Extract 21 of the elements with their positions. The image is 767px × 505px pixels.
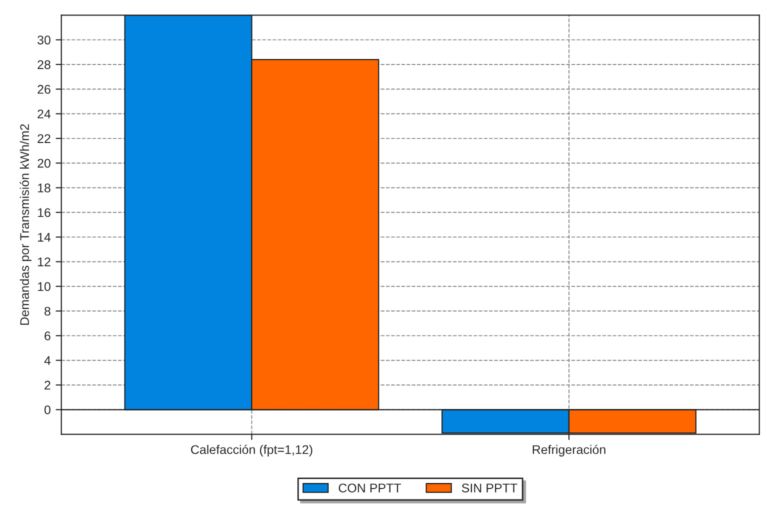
y-tick-label: 8 (44, 306, 50, 316)
y-tick-label: 0 (44, 405, 50, 414)
y-tick-label: 24 (38, 110, 51, 118)
y-tick-label: 16 (38, 208, 50, 218)
y-tick-label: 10 (38, 282, 50, 292)
y-tick-label: 4 (44, 356, 51, 365)
y-tick-label: 20 (38, 158, 50, 168)
legend-label: CON PPTT (338, 484, 402, 492)
y-tick-label: 6 (44, 331, 50, 340)
x-tick-label: Calefacción (fpt=1,12) (191, 444, 312, 457)
y-tick-label: 30 (38, 36, 50, 44)
y-tick-label: 22 (38, 134, 50, 143)
y-tick-label: 12 (38, 258, 50, 266)
y-tick-label: 26 (38, 84, 50, 94)
y-tick-label: 2 (44, 380, 50, 390)
y-axis-title: Demandas por Transmisión kWh/m2 (20, 124, 32, 325)
legend-label: SIN PPTT (462, 484, 518, 492)
y-tick-label: 28 (38, 60, 50, 70)
y-tick-label: 14 (38, 232, 51, 242)
x-tick-label: Refrigeración (532, 444, 606, 457)
y-tick-label: 18 (38, 184, 50, 192)
